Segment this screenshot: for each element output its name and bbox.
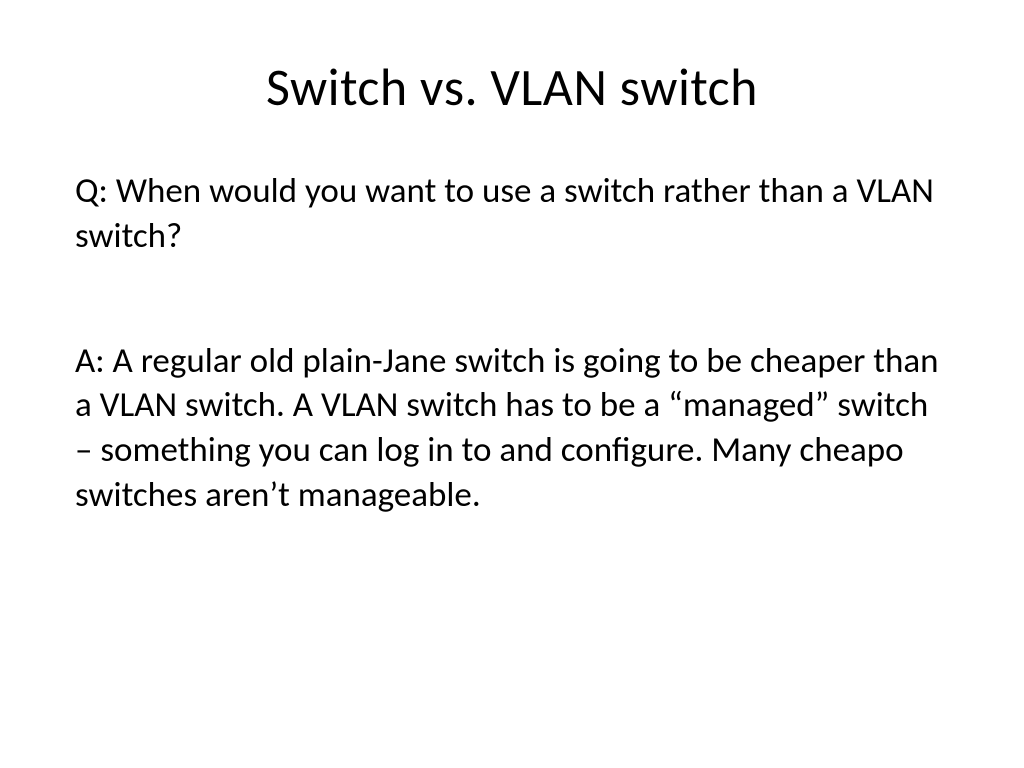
- slide-title: Switch vs. VLAN switch: [75, 55, 949, 119]
- slide-container: Switch vs. VLAN switch Q: When would you…: [0, 0, 1024, 768]
- question-text: Q: When would you want to use a switch r…: [75, 169, 949, 259]
- answer-text: A: A regular old plain-Jane switch is go…: [75, 339, 949, 518]
